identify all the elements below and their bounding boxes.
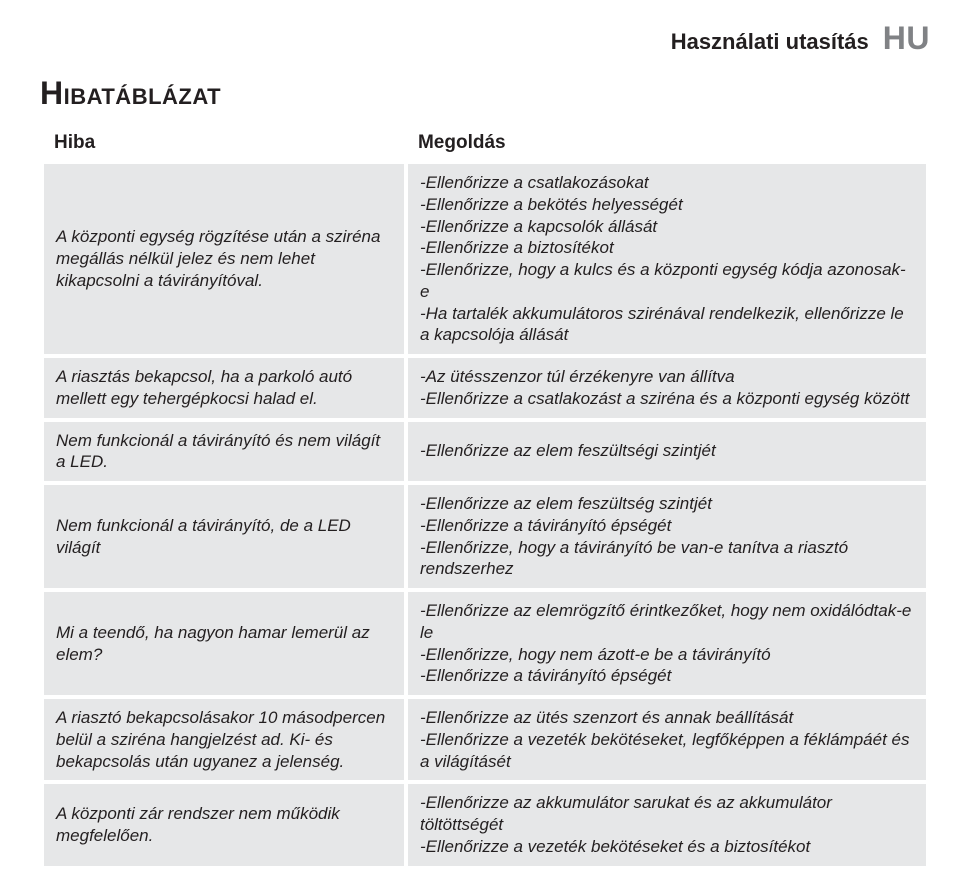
table-row: A riasztás bekapcsol, ha a parkoló autó … <box>44 358 926 418</box>
problem-cell: A riasztó bekapcsolásakor 10 másodpercen… <box>44 699 404 780</box>
page-header: Használati utasítás HU <box>40 20 930 57</box>
problem-cell: Nem funkcionál a távirányító és nem vilá… <box>44 422 404 482</box>
page-title: Hibatáblázat <box>40 75 930 112</box>
problem-cell: Nem funkcionál a távirányító, de a LED v… <box>44 485 404 588</box>
solution-cell: -Az ütésszenzor túl érzékenyre van állít… <box>408 358 926 418</box>
solution-cell: -Ellenőrizze az ütés szenzort és annak b… <box>408 699 926 780</box>
table-row: Mi a teendő, ha nagyon hamar lemerül az … <box>44 592 926 695</box>
table-row: A riasztó bekapcsolásakor 10 másodpercen… <box>44 699 926 780</box>
column-header-solution: Megoldás <box>408 126 926 160</box>
solution-cell: -Ellenőrizze az elem feszültség szintjét… <box>408 485 926 588</box>
solution-cell: -Ellenőrizze az elemrögzítő érintkezőket… <box>408 592 926 695</box>
problem-cell: A központi egység rögzítése után a sziré… <box>44 164 404 354</box>
header-usage-label: Használati utasítás <box>671 29 869 55</box>
solution-cell: -Ellenőrizze a csatlakozásokat-Ellenőriz… <box>408 164 926 354</box>
problem-cell: A riasztás bekapcsol, ha a parkoló autó … <box>44 358 404 418</box>
solution-cell: -Ellenőrizze az akkumulátor sarukat és a… <box>408 784 926 865</box>
solution-cell: -Ellenőrizze az elem feszültségi szintjé… <box>408 422 926 482</box>
problem-cell: Mi a teendő, ha nagyon hamar lemerül az … <box>44 592 404 695</box>
table-row: Nem funkcionál a távirányító és nem vilá… <box>44 422 926 482</box>
column-header-problem: Hiba <box>44 126 404 160</box>
troubleshooting-table: Hiba Megoldás A központi egység rögzítés… <box>40 122 930 870</box>
table-row: Nem funkcionál a távirányító, de a LED v… <box>44 485 926 588</box>
table-row: A központi zár rendszer nem működik megf… <box>44 784 926 865</box>
header-lang-code: HU <box>883 20 930 57</box>
table-row: A központi egység rögzítése után a sziré… <box>44 164 926 354</box>
problem-cell: A központi zár rendszer nem működik megf… <box>44 784 404 865</box>
